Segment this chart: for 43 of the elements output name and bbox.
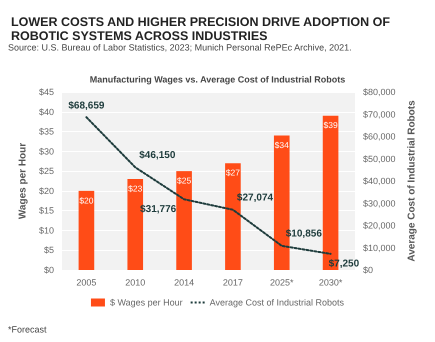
- x-tick-label: 2014: [174, 278, 194, 288]
- y2-axis-title: Average Cost of Industrial Robots: [406, 100, 418, 262]
- chart-title: LOWER COSTS AND HIGHER PRECISION DRIVE ADOPTION OF ROBOTIC SYSTEMS ACROSS INDUSTRIES: [11, 15, 394, 43]
- data-label: $25: [176, 176, 192, 186]
- x-tick-label: 2025*: [270, 278, 294, 288]
- data-label: $20: [79, 195, 94, 206]
- y-axis-title: Wages per Hour: [18, 142, 28, 220]
- source-note: Source: U.S. Bureau of Labor Statistics, 2023; Munich Personal RePEc Archive, 2021.: [8, 42, 352, 52]
- x-tick-label: 2010: [125, 278, 146, 288]
- chart-subtitle: Manufacturing Wages vs. Average Cost of Industrial Robots: [90, 74, 346, 84]
- y2-tick-label: $10,000: [363, 242, 396, 253]
- legend-label: $ Wages per Hour: [110, 298, 183, 308]
- bar: [176, 171, 192, 270]
- y-tick-label: $5: [44, 245, 54, 256]
- data-label: $46,150: [139, 150, 176, 161]
- y2-tick-label: $80,000: [363, 87, 396, 97]
- y2-tick-label: $0: [363, 265, 374, 275]
- data-label: $39: [323, 120, 338, 130]
- y-tick-label: $35: [38, 126, 54, 137]
- y-tick-label: $0: [44, 265, 54, 275]
- y2-tick-label: $70,000: [363, 109, 396, 120]
- data-label: $34: [274, 140, 290, 150]
- y-tick-label: $25: [38, 166, 54, 176]
- bar: [78, 190, 94, 270]
- y-tick-label: $40: [38, 106, 54, 117]
- y-tick-label: $10: [38, 225, 54, 236]
- y2-tick-label: $50,000: [363, 154, 396, 164]
- data-label: $27: [226, 168, 240, 178]
- y-tick-label: $20: [38, 186, 54, 196]
- y2-tick-label: $40,000: [363, 176, 396, 186]
- y-tick-label: $45: [38, 87, 54, 97]
- y2-tick-label: $60,000: [363, 132, 396, 142]
- y2-tick-label: $20,000: [363, 220, 396, 230]
- text: *Forecast: [8, 324, 48, 334]
- y-tick-label: $30: [38, 146, 54, 156]
- x-tick-label: 2030*: [318, 278, 343, 288]
- data-label: $68,659: [68, 100, 105, 112]
- x-tick-label: 2017: [222, 278, 243, 288]
- y2-tick-label: $30,000: [363, 198, 396, 208]
- data-label: $23: [128, 184, 143, 194]
- legend-label: Average Cost of Industrial Robots: [210, 298, 345, 308]
- x-tick-label: 2005: [76, 278, 96, 288]
- y-tick-label: $15: [38, 206, 54, 216]
